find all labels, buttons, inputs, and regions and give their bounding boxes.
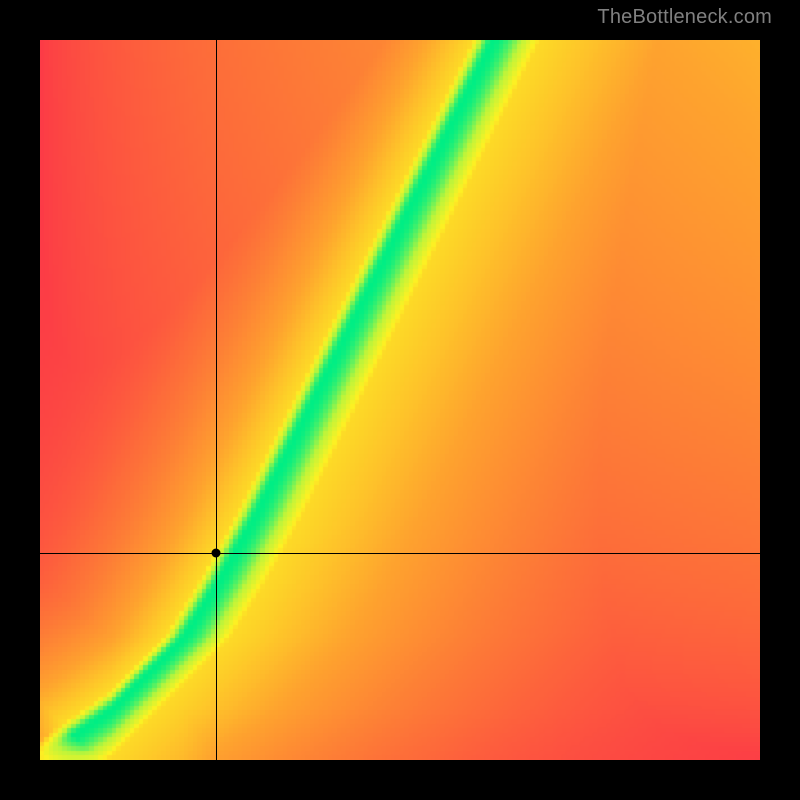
crosshair-horizontal <box>40 553 760 554</box>
watermark-text: TheBottleneck.com <box>597 6 772 29</box>
heatmap-canvas <box>40 40 760 760</box>
crosshair-marker <box>212 548 221 557</box>
crosshair-vertical <box>216 40 217 760</box>
plot-area <box>40 40 760 760</box>
chart-container: TheBottleneck.com <box>0 0 800 800</box>
